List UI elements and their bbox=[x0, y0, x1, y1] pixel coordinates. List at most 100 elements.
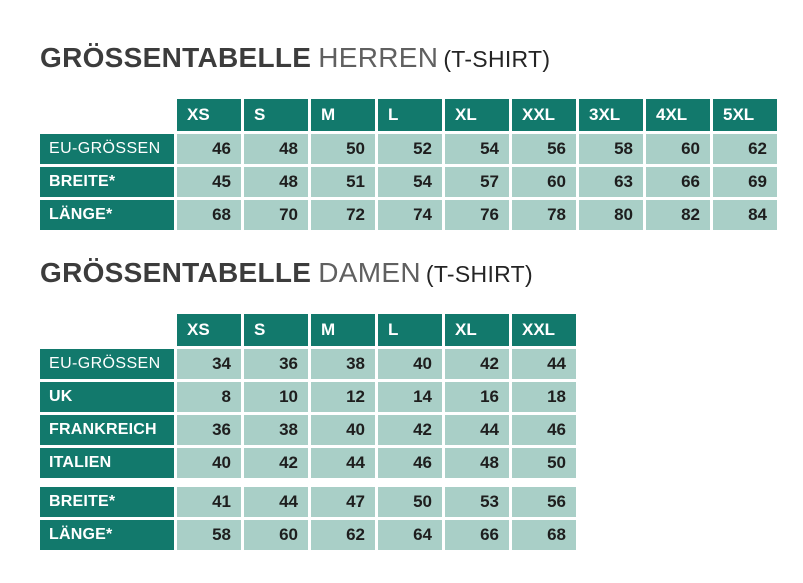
column-header-cell: M bbox=[311, 314, 375, 346]
table-row: UK 8 10 12 14 16 18 bbox=[40, 382, 803, 412]
value-cell: 38 bbox=[311, 349, 375, 379]
size-chart-content: GRÖSSENTABELLE HERREN (T-SHIRT) XS S M L XL XXL… bbox=[40, 42, 803, 550]
table-row: BREITE* 45 48 51 54 57 60 63 66 69 bbox=[40, 167, 803, 197]
value-cell: 44 bbox=[244, 487, 308, 517]
damen-title: GRÖSSENTABELLE DAMEN (T-SHIRT) bbox=[40, 257, 803, 290]
value-cell: 40 bbox=[378, 349, 442, 379]
value-cell: 62 bbox=[713, 134, 777, 164]
value-cell: 8 bbox=[177, 382, 241, 412]
value-cell: 57 bbox=[445, 167, 509, 197]
table-header-row: XS S M L XL XXL 3XL 4XL 5XL bbox=[40, 99, 803, 131]
herren-size-table: XS S M L XL XXL 3XL 4XL 5XL EU-GRÖSSEN 46 48 50 52 54 5… bbox=[40, 99, 803, 230]
value-cell: 54 bbox=[378, 167, 442, 197]
column-header-cell: M bbox=[311, 99, 375, 131]
column-header-cell: XS bbox=[177, 314, 241, 346]
value-cell: 72 bbox=[311, 200, 375, 230]
value-cell: 54 bbox=[445, 134, 509, 164]
value-cell: 51 bbox=[311, 167, 375, 197]
table-row: EU-GRÖSSEN 46 48 50 52 54 56 58 60 62 bbox=[40, 134, 803, 164]
value-cell: 46 bbox=[512, 415, 576, 445]
value-cell: 68 bbox=[512, 520, 576, 550]
table-corner-cell bbox=[40, 314, 174, 346]
value-cell: 18 bbox=[512, 382, 576, 412]
value-cell: 52 bbox=[378, 134, 442, 164]
value-cell: 14 bbox=[378, 382, 442, 412]
column-header-cell: XXL bbox=[512, 99, 576, 131]
value-cell: 80 bbox=[579, 200, 643, 230]
column-header-cell: XS bbox=[177, 99, 241, 131]
value-cell: 46 bbox=[378, 448, 442, 478]
value-cell: 42 bbox=[244, 448, 308, 478]
value-cell: 38 bbox=[244, 415, 308, 445]
table-row: LÄNGE* 58 60 62 64 66 68 bbox=[40, 520, 803, 550]
column-header-cell: 4XL bbox=[646, 99, 710, 131]
table-row: EU-GRÖSSEN 34 36 38 40 42 44 bbox=[40, 349, 803, 379]
value-cell: 12 bbox=[311, 382, 375, 412]
damen-title-sub: DAMEN bbox=[318, 257, 421, 288]
herren-title-main: GRÖSSENTABELLE bbox=[40, 42, 312, 73]
value-cell: 34 bbox=[177, 349, 241, 379]
value-cell: 53 bbox=[445, 487, 509, 517]
table-header-row: XS S M L XL XXL bbox=[40, 314, 803, 346]
damen-size-table: XS S M L XL XXL EU-GRÖSSEN 34 36 38 40 42 44 UK 8 10 12 1… bbox=[40, 314, 803, 550]
row-label-cell: BREITE* bbox=[40, 167, 174, 197]
value-cell: 69 bbox=[713, 167, 777, 197]
value-cell: 84 bbox=[713, 200, 777, 230]
value-cell: 40 bbox=[177, 448, 241, 478]
value-cell: 42 bbox=[445, 349, 509, 379]
column-header-cell: XL bbox=[445, 314, 509, 346]
value-cell: 40 bbox=[311, 415, 375, 445]
value-cell: 42 bbox=[378, 415, 442, 445]
damen-title-suffix: (T-SHIRT) bbox=[425, 261, 533, 287]
value-cell: 60 bbox=[512, 167, 576, 197]
herren-title-suffix: (T-SHIRT) bbox=[443, 46, 551, 72]
value-cell: 58 bbox=[177, 520, 241, 550]
column-header-cell: S bbox=[244, 314, 308, 346]
damen-section: GRÖSSENTABELLE DAMEN (T-SHIRT) XS S M L XL XXL E… bbox=[40, 257, 803, 550]
value-cell: 44 bbox=[445, 415, 509, 445]
value-cell: 82 bbox=[646, 200, 710, 230]
value-cell: 46 bbox=[177, 134, 241, 164]
table-row: BREITE* 41 44 47 50 53 56 bbox=[40, 487, 803, 517]
damen-title-main: GRÖSSENTABELLE bbox=[40, 257, 312, 288]
value-cell: 64 bbox=[378, 520, 442, 550]
value-cell: 60 bbox=[244, 520, 308, 550]
column-header-cell: L bbox=[378, 314, 442, 346]
value-cell: 47 bbox=[311, 487, 375, 517]
value-cell: 45 bbox=[177, 167, 241, 197]
row-label-cell: FRANKREICH bbox=[40, 415, 174, 445]
herren-section: GRÖSSENTABELLE HERREN (T-SHIRT) XS S M L XL XXL… bbox=[40, 42, 803, 230]
value-cell: 76 bbox=[445, 200, 509, 230]
value-cell: 48 bbox=[445, 448, 509, 478]
row-label-cell: ITALIEN bbox=[40, 448, 174, 478]
row-label-cell: LÄNGE* bbox=[40, 520, 174, 550]
value-cell: 56 bbox=[512, 487, 576, 517]
table-row: LÄNGE* 68 70 72 74 76 78 80 82 84 bbox=[40, 200, 803, 230]
row-label-cell: EU-GRÖSSEN bbox=[40, 349, 174, 379]
herren-title-sub: HERREN bbox=[318, 42, 439, 73]
value-cell: 66 bbox=[445, 520, 509, 550]
value-cell: 36 bbox=[177, 415, 241, 445]
row-label-cell: EU-GRÖSSEN bbox=[40, 134, 174, 164]
column-header-cell: L bbox=[378, 99, 442, 131]
column-header-cell: XL bbox=[445, 99, 509, 131]
value-cell: 44 bbox=[512, 349, 576, 379]
table-row: FRANKREICH 36 38 40 42 44 46 bbox=[40, 415, 803, 445]
table-corner-cell bbox=[40, 99, 174, 131]
row-label-cell: LÄNGE* bbox=[40, 200, 174, 230]
value-cell: 48 bbox=[244, 167, 308, 197]
value-cell: 58 bbox=[579, 134, 643, 164]
value-cell: 50 bbox=[378, 487, 442, 517]
value-cell: 74 bbox=[378, 200, 442, 230]
value-cell: 62 bbox=[311, 520, 375, 550]
value-cell: 50 bbox=[311, 134, 375, 164]
value-cell: 68 bbox=[177, 200, 241, 230]
value-cell: 10 bbox=[244, 382, 308, 412]
value-cell: 41 bbox=[177, 487, 241, 517]
column-header-cell: S bbox=[244, 99, 308, 131]
value-cell: 70 bbox=[244, 200, 308, 230]
value-cell: 60 bbox=[646, 134, 710, 164]
value-cell: 63 bbox=[579, 167, 643, 197]
value-cell: 36 bbox=[244, 349, 308, 379]
